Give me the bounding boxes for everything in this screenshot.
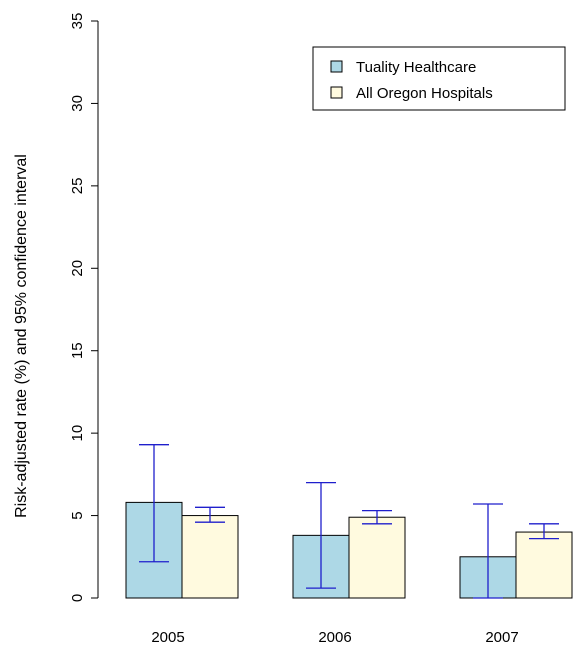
bar-oregon-2006 <box>348 516 406 599</box>
y-tick-label: 0 <box>69 594 86 602</box>
x-tick-label-2006: 2006 <box>318 629 351 646</box>
legend-swatch-oregon <box>330 86 343 99</box>
legend-label-oregon: All Oregon Hospitals <box>356 85 493 102</box>
legend-swatch-tuality <box>330 60 343 73</box>
y-tick-label: 20 <box>69 260 86 277</box>
y-tick-label: 10 <box>69 425 86 442</box>
legend-label-tuality: Tuality Healthcare <box>356 59 476 76</box>
y-axis-title: Risk-adjusted rate (%) and 95% confidenc… <box>13 154 30 518</box>
y-tick-label: 35 <box>69 13 86 30</box>
x-tick-label-2005: 2005 <box>151 629 184 646</box>
y-tick-label: 25 <box>69 178 86 195</box>
y-tick-labels: 0 5 10 15 20 25 30 35 <box>69 13 86 603</box>
y-tick-label: 15 <box>69 342 86 359</box>
y-tick-label: 5 <box>69 511 86 519</box>
bar-oregon-2005 <box>181 515 239 599</box>
y-axis <box>91 20 99 599</box>
legend-box <box>312 46 566 111</box>
error-bars <box>139 444 559 599</box>
x-tick-label-2007: 2007 <box>485 629 518 646</box>
bars <box>125 501 573 599</box>
bar-oregon-2007 <box>515 531 573 599</box>
y-tick-label: 30 <box>69 95 86 112</box>
x-tick-labels: 2005 2006 2007 <box>151 629 518 646</box>
legend: Tuality Healthcare All Oregon Hospitals <box>312 46 566 111</box>
